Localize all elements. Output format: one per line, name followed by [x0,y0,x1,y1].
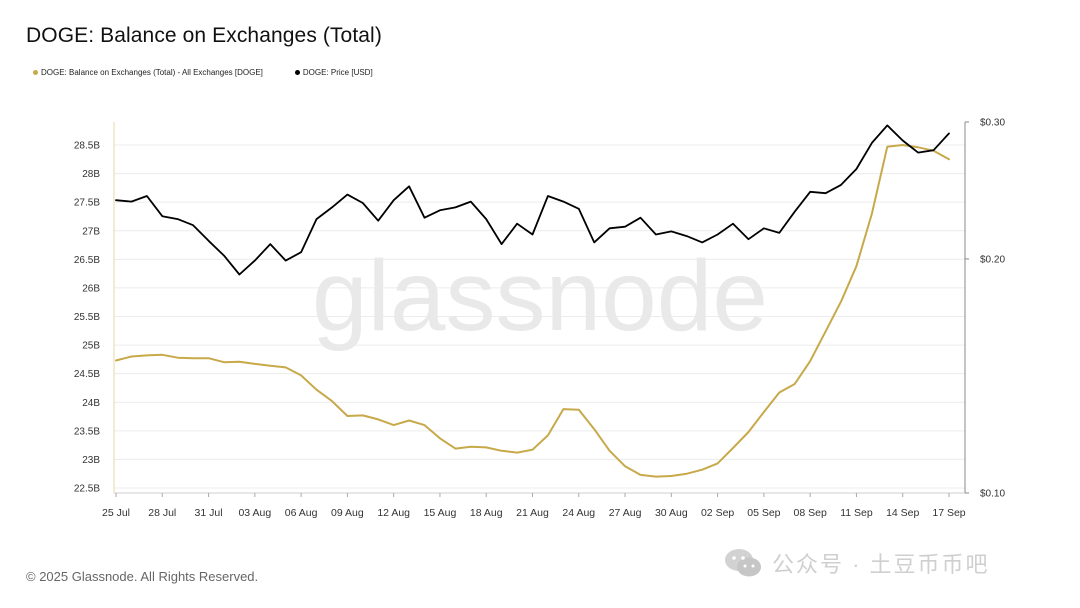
legend-label-price: DOGE: Price [USD] [302,68,373,77]
y-left-tick-label: 26.5B [74,255,100,266]
copyright-footer: © 2025 Glassnode. All Rights Reserved. [26,569,259,584]
x-tick-label: 15 Aug [424,507,457,519]
x-tick-label: 02 Sep [701,507,734,519]
x-tick-label: 06 Aug [285,507,318,519]
axes [113,121,969,497]
axis-labels: 22.5B 23B 23.5B 24B 24.5B 25B 25.5B 26B 26.5B 27B… [74,118,1006,520]
y-left-tick-label: 25B [82,341,100,352]
x-tick-label: 30 Aug [655,507,688,519]
x-tick-label: 24 Aug [562,507,595,519]
legend-item-price[interactable]: DOGE: Price [USD] [294,68,373,77]
y-left-tick-label: 26B [82,283,100,294]
x-tick-label: 12 Aug [377,507,410,519]
y-left-tick-label: 28B [82,169,100,180]
y-left-tick-label: 24B [82,398,100,409]
legend-item-balance[interactable]: DOGE: Balance on Exchanges (Total) - All… [33,68,263,77]
series-line-price [115,124,950,276]
wechat-label: 公众号 · 土豆币币吧 [772,552,990,577]
y-left-tick-label: 23.5B [74,426,100,437]
x-tick-label: 31 Jul [195,507,223,519]
y-left-tick-label: 23B [82,455,100,466]
x-tick-label: 05 Sep [747,507,780,519]
legend: DOGE: Balance on Exchanges (Total) - All… [33,68,405,77]
x-tick-label: 03 Aug [238,507,271,519]
x-tick-label: 09 Aug [331,507,364,519]
y-left-tick-label: 27B [82,226,100,237]
y-right-tick-label: $0.20 [980,254,1005,265]
y-left-tick-label: 25.5B [74,312,100,323]
y-left-tick-label: 24.5B [74,369,100,380]
x-tick-label: 11 Sep [840,507,873,519]
series [115,124,950,478]
legend-dot-balance [33,70,38,75]
wechat-watermark: 公众号 · 土豆币币吧 [724,546,990,580]
x-tick-label: 25 Jul [102,507,130,519]
series-line-balance [115,144,950,478]
x-tick-label: 28 Jul [148,507,176,519]
x-tick-label: 17 Sep [932,507,965,519]
legend-dot-price [294,70,300,75]
chart-title: DOGE: Balance on Exchanges (Total) [26,24,382,47]
y-left-tick-label: 28.5B [74,141,100,152]
y-left-tick-label: 27.5B [74,198,100,209]
x-tick-label: 18 Aug [470,507,503,519]
glassnode-watermark: glassnode [312,240,768,352]
wechat-icon [725,549,761,577]
y-right-tick-label: $0.10 [980,489,1005,500]
x-tick-label: 14 Sep [886,507,919,519]
x-tick-label: 27 Aug [609,507,642,519]
legend-label-balance: DOGE: Balance on Exchanges (Total) - All… [41,68,263,77]
x-tick-label: 08 Sep [794,507,827,519]
y-right-tick-label: $0.30 [980,118,1005,129]
x-tick-label: 21 Aug [516,507,549,519]
y-left-tick-label: 22.5B [74,484,100,495]
